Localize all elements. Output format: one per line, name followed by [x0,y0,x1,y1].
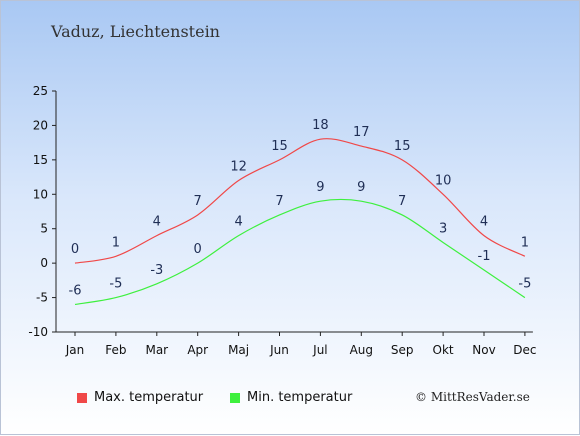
min-data-label: 9 [357,180,365,195]
y-tick-label: 15 [33,153,48,167]
legend-min: Min. temperatur [230,390,352,405]
max-data-label: 1 [112,235,120,250]
x-tick-label: Okt [433,343,454,357]
max-data-label: 0 [71,242,79,257]
max-data-label: 12 [230,160,247,175]
min-data-label: -5 [518,277,531,292]
max-data-label: 15 [271,139,288,154]
data-labels: 0 1 4 7 12 15 18 17 15 10 4 1 -6 -5 -3 0 4 7 9 9 7 3 -1 -5 [69,118,532,298]
x-tick-label: Aug [350,343,373,357]
y-tick-label: 20 [33,118,48,132]
max-data-label: 18 [312,118,329,133]
y-tick-label: -5 [36,291,48,305]
min-data-label: 9 [316,180,324,195]
x-tick-label: Maj [228,343,249,357]
min-temperature-line [74,198,526,306]
x-tick-label: Jul [312,343,327,357]
max-data-label: 17 [353,125,370,140]
x-tick-label: Jan [65,343,85,357]
min-data-label: 7 [275,194,283,209]
x-tick-label: Apr [187,343,208,357]
x-tick-label: Jun [269,343,289,357]
x-tick-label: Feb [105,343,126,357]
x-axis: Jan Feb Mar Apr Maj Jun Jul Aug Sep Okt Nov Dec [56,331,537,357]
x-tick-label: Nov [472,343,495,357]
legend-max: Max. temperatur [77,390,203,405]
y-axis: -10 -5 0 5 10 15 20 25 [28,84,57,339]
y-tick-label: -10 [28,325,48,339]
max-data-label: 4 [480,215,488,230]
y-tick-label: 25 [33,84,48,98]
legend-min-label: Min. temperatur [247,390,353,405]
y-tick-label: 10 [33,187,48,201]
min-data-label: -5 [109,277,122,292]
legend-max-label: Max. temperatur [94,390,204,405]
location-title: Vaduz, Liechtenstein [51,22,220,41]
min-data-label: 0 [194,242,202,257]
min-data-label: 3 [439,221,447,236]
x-tick-label: Sep [391,343,414,357]
min-data-label: -1 [478,249,491,264]
max-data-label: 15 [394,139,411,154]
copyright-text: © MittResVader.se [415,390,530,404]
max-data-label: 4 [153,215,161,230]
min-data-label: -3 [150,263,163,278]
legend-min-swatch [230,392,240,403]
max-data-label: 10 [435,173,452,188]
max-data-label: 7 [194,194,202,209]
max-temperature-line [74,138,526,264]
min-data-label: -6 [69,283,82,298]
series-lines [74,138,526,306]
max-data-label: 1 [521,235,529,250]
x-tick-label: Dec [513,343,536,357]
min-data-label: 4 [234,215,242,230]
min-data-label: 7 [398,194,406,209]
legend-max-swatch [77,392,87,403]
y-tick-label: 5 [40,222,48,236]
x-tick-label: Mar [145,343,168,357]
y-tick-label: 0 [40,256,48,270]
